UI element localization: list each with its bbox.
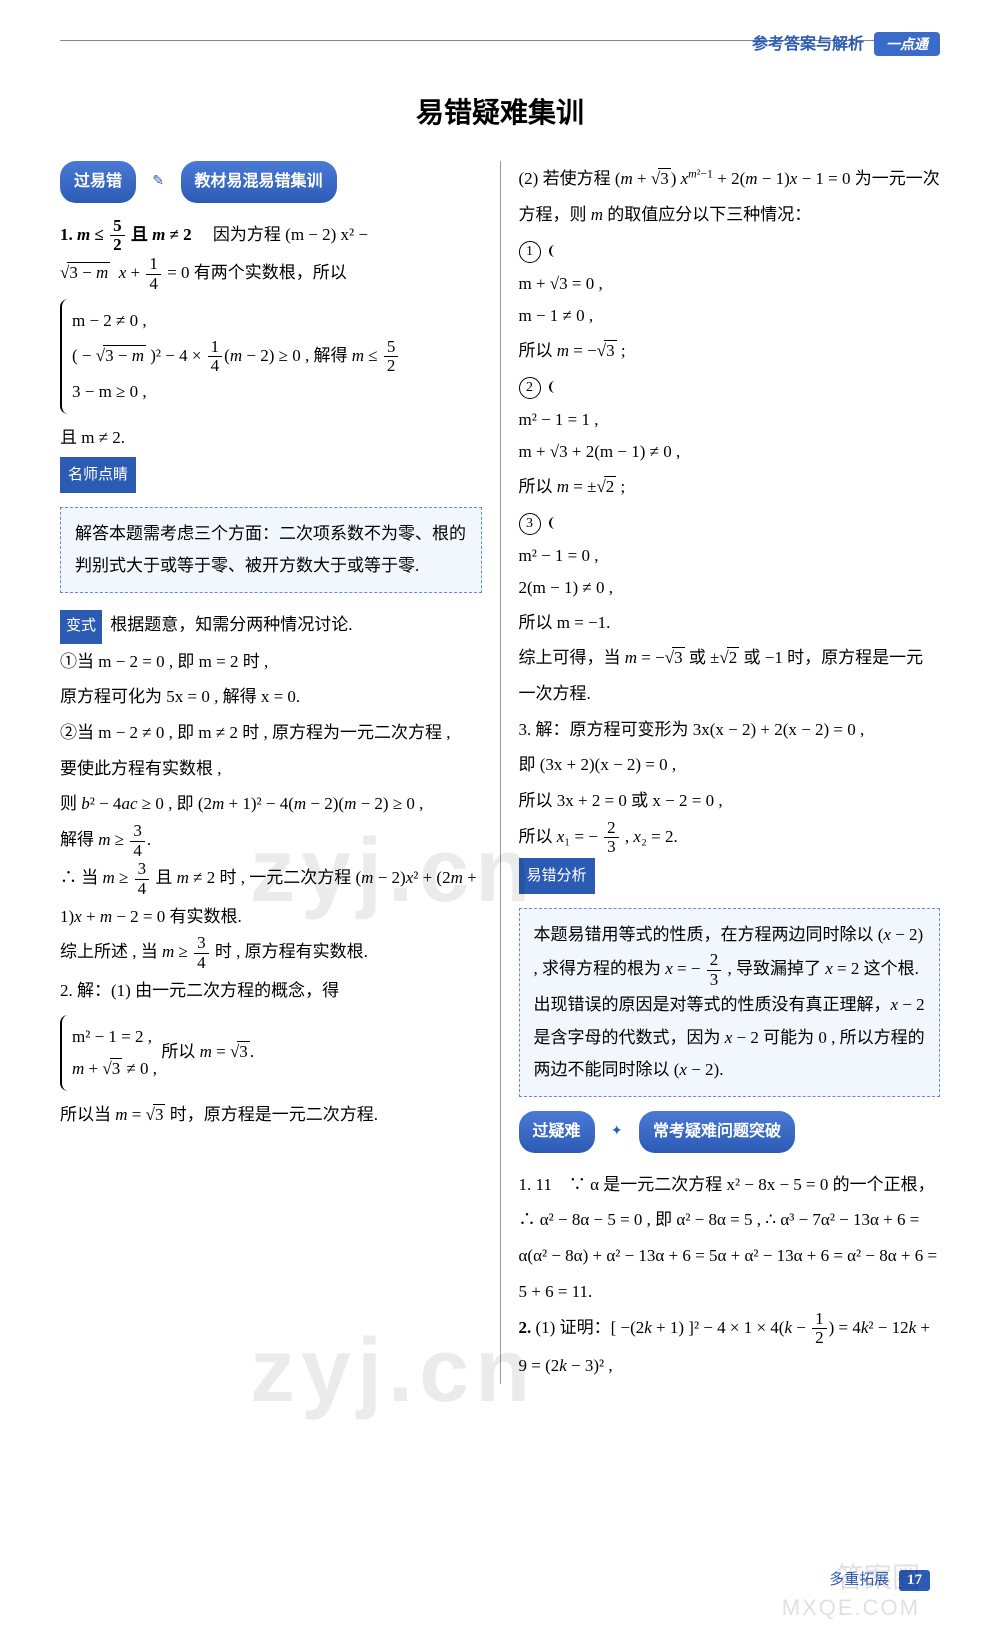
var-c1a: ①当 m − 2 = 0 , 即 m = 2 时 , <box>60 644 482 680</box>
case3-tail: 所以 m = −1. <box>519 613 611 632</box>
watermark-brand: 答案圈 <box>836 1556 920 1596</box>
q3-c: 所以 3x + 2 = 0 或 x − 2 = 0 , <box>519 783 941 819</box>
q2-brace: m² − 1 = 2 , m + 3 ≠ 0 , 所以 m = 3. <box>60 1009 482 1098</box>
case1: 1 <box>519 232 941 268</box>
pill-left: 过疑难 <box>519 1111 595 1153</box>
var-c2a: ②当 m − 2 ≠ 0 , 即 m ≠ 2 时 , 原方程为一元二次方程 , <box>60 715 482 751</box>
header-badge: 一点通 <box>874 32 940 56</box>
s2-q2: 2. (1) 证明：[ −(2k + 1) ]² − 4 × 1 × 4(k −… <box>519 1310 941 1384</box>
r-p2a: (2) 若使方程 (m + 3) xm²−1 + 2(m − 1)x − 1 =… <box>519 161 941 232</box>
r-concl: 综上可得，当 m = −3 或 ±2 或 −1 时，原方程是一元一次方程. <box>519 640 941 711</box>
q2-brace-tail: 所以 m = 3. <box>161 1041 254 1061</box>
var-c1b: 原方程可化为 5x = 0 , 解得 x = 0. <box>60 679 482 715</box>
main-title: 易错疑难集训 <box>60 91 940 131</box>
variant-intro: 变式 根据题意，知需分两种情况讨论. <box>60 607 482 644</box>
pill-left: 过易错 <box>60 161 136 203</box>
pill-right: 常考疑难问题突破 <box>639 1111 795 1153</box>
header-right: 参考答案与解析 一点通 <box>752 30 940 56</box>
brace-row: m² − 1 = 2 , <box>72 1021 157 1053</box>
page: 参考答案与解析 一点通 易错疑难集训 zyj.cn zyj.cn 过易错 ✎ 教… <box>0 0 1000 1651</box>
s2-q1: 1. 11 ∵ α 是一元二次方程 x² − 8x − 5 = 0 的一个正根，… <box>519 1167 941 1310</box>
clock-icon: ✎ <box>146 170 170 194</box>
var-c2e: ∴ 当 m ≥ 34 且 m ≠ 2 时 , 一元二次方程 (m − 2)x² … <box>60 860 482 934</box>
q1-tail: 且 m ≠ 2. <box>60 420 482 456</box>
q1-num: 1. <box>60 225 77 244</box>
case2: 2 <box>519 368 941 404</box>
var-c2f: 综上所述 , 当 m ≥ 34 时 , 原方程有实数根. <box>60 934 482 972</box>
right-column: (2) 若使方程 (m + 3) xm²−1 + 2(m − 1)x − 1 =… <box>501 161 941 1384</box>
tip-body: 解答本题需考虑三个方面：二次项系数不为零、根的判别式大于或等于零、被开方数大于或… <box>75 524 466 575</box>
tip-box: 解答本题需考虑三个方面：二次项系数不为零、根的判别式大于或等于零、被开方数大于或… <box>60 507 482 594</box>
var-c2d: 解得 m ≥ 34. <box>60 822 482 860</box>
case1-tail: 所以 m = −3 ; <box>519 340 626 360</box>
var-c2b: 要使此方程有实数根 , <box>60 751 482 787</box>
err-label: 易错分析 <box>519 858 595 894</box>
variant-label: 变式 <box>60 610 102 644</box>
q3-a: 3. 解：原方程可变形为 3x(x − 2) + 2(x − 2) = 0 , <box>519 712 941 748</box>
q1-line2: 3 − m x + 14 = 0 有两个实数根，所以 <box>60 255 482 293</box>
q3-d: 所以 x₁ = − 23 , x₂ = 2. <box>519 819 941 857</box>
pill-right: 教材易混易错集训 <box>181 161 337 203</box>
brace-row: ( − 3 − m )² − 4 × 14(m − 2) ≥ 0 , 解得 m … <box>72 338 400 376</box>
watermark-url: MXQE.COM <box>782 1595 920 1621</box>
q1-line1: 1. m ≤ 52 且 m ≠ 2 因为方程 (m − 2) x² − <box>60 217 482 255</box>
err-box: 本题易错用等式的性质，在方程两边同时除以 (x − 2) , 求得方程的根为 x… <box>519 908 941 1098</box>
brace-row: 3 − m ≥ 0 , <box>72 376 400 408</box>
case2-tail: 所以 m = ±2 ; <box>519 476 626 496</box>
q2-head: 2. 解：(1) 由一元二次方程的概念，得 <box>60 973 482 1009</box>
brace-row: m + 3 ≠ 0 , <box>72 1053 157 1085</box>
var-c2c: 则 b² − 4ac ≥ 0 , 即 (2m + 1)² − 4(m − 2)(… <box>60 786 482 822</box>
bulb-icon: ✦ <box>605 1120 629 1144</box>
case3: 3 <box>519 504 941 540</box>
q1-brace: m − 2 ≠ 0 , ( − 3 − m )² − 4 × 14(m − 2)… <box>60 293 482 420</box>
left-column: 过易错 ✎ 教材易混易错集训 1. m ≤ 52 且 m ≠ 2 因为方程 (m… <box>60 161 501 1384</box>
columns: 过易错 ✎ 教材易混易错集训 1. m ≤ 52 且 m ≠ 2 因为方程 (m… <box>60 161 940 1384</box>
tip-label: 名师点睛 <box>60 457 136 493</box>
q2-l2: 所以当 m = 3 时，原方程是一元二次方程. <box>60 1097 482 1133</box>
q3-b: 即 (3x + 2)(x − 2) = 0 , <box>519 747 941 783</box>
section2-header: 过疑难 ✦ 常考疑难问题突破 <box>519 1111 941 1153</box>
q1-reason-a: 因为方程 (m − 2) x² − <box>213 225 368 244</box>
header-label: 参考答案与解析 <box>752 36 864 53</box>
section-header: 过易错 ✎ 教材易混易错集训 <box>60 161 482 203</box>
brace-row: m − 2 ≠ 0 , <box>72 305 400 337</box>
